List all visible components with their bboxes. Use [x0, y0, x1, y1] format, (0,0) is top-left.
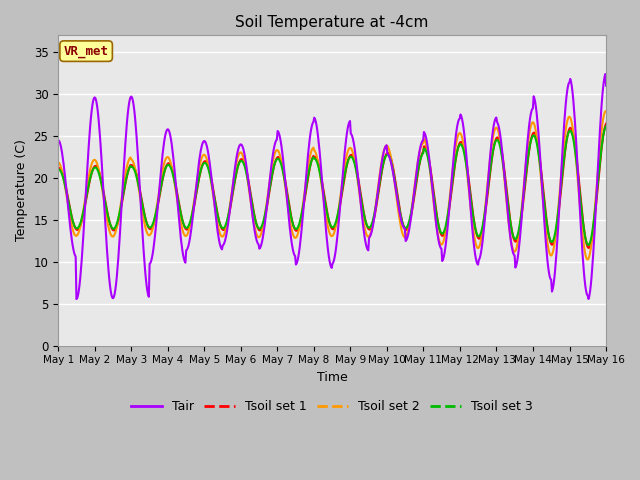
- Tair: [602, 71, 609, 77]
- Tsoil set 2: [176, 216, 184, 222]
- Tair: [64, 204, 72, 209]
- Tsoil set 3: [415, 165, 422, 170]
- Tsoil set 1: [205, 166, 213, 171]
- Line: Tair: Tair: [58, 74, 606, 299]
- Tsoil set 2: [399, 231, 406, 237]
- Tsoil set 3: [120, 184, 128, 190]
- Tsoil set 2: [205, 166, 213, 172]
- Line: Tsoil set 3: Tsoil set 3: [58, 126, 606, 245]
- Tair: [72, 296, 80, 302]
- Tsoil set 2: [584, 257, 591, 263]
- Tsoil set 3: [585, 242, 593, 248]
- X-axis label: Time: Time: [317, 371, 348, 384]
- Tsoil set 2: [602, 108, 610, 114]
- Tsoil set 3: [205, 168, 213, 174]
- Tsoil set 1: [585, 245, 593, 251]
- Tair: [415, 149, 423, 155]
- Tsoil set 1: [176, 206, 184, 212]
- Tsoil set 2: [120, 177, 128, 183]
- Tsoil set 3: [64, 197, 72, 203]
- Tsoil set 2: [54, 159, 62, 165]
- Tsoil set 3: [602, 123, 610, 129]
- Tair: [54, 137, 62, 143]
- Legend: Tair, Tsoil set 1, Tsoil set 2, Tsoil set 3: Tair, Tsoil set 1, Tsoil set 2, Tsoil se…: [126, 396, 538, 418]
- Y-axis label: Temperature (C): Temperature (C): [15, 140, 28, 241]
- Line: Tsoil set 1: Tsoil set 1: [58, 124, 606, 248]
- Tsoil set 2: [64, 203, 72, 208]
- Tsoil set 1: [54, 166, 62, 171]
- Title: Soil Temperature at -4cm: Soil Temperature at -4cm: [236, 15, 429, 30]
- Tsoil set 3: [399, 220, 406, 226]
- Line: Tsoil set 2: Tsoil set 2: [58, 111, 606, 260]
- Tsoil set 3: [176, 208, 184, 214]
- Tair: [399, 224, 407, 230]
- Tsoil set 1: [64, 195, 72, 201]
- Text: VR_met: VR_met: [63, 45, 109, 58]
- Tair: [602, 83, 610, 88]
- Tsoil set 2: [415, 154, 422, 160]
- Tsoil set 1: [415, 166, 422, 171]
- Tsoil set 1: [602, 121, 610, 127]
- Tsoil set 3: [54, 167, 62, 172]
- Tsoil set 1: [120, 186, 128, 192]
- Tair: [122, 143, 129, 148]
- Tair: [177, 236, 185, 241]
- Tair: [206, 161, 214, 167]
- Tsoil set 1: [399, 220, 406, 226]
